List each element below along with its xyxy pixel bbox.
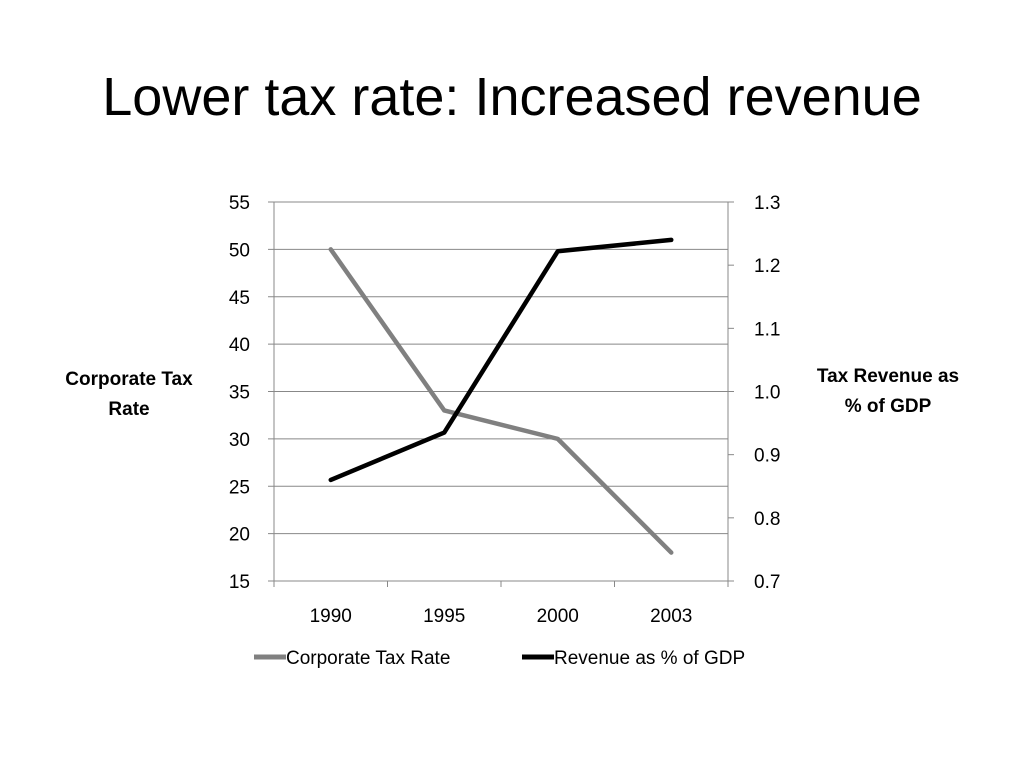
series-line-corporate-tax-rate <box>328 247 674 555</box>
series-line-revenue <box>328 237 674 483</box>
slide-title: Lower tax rate: Increased revenue <box>102 67 922 127</box>
x-tick-label: 2003 <box>650 606 692 627</box>
axes <box>268 201 734 587</box>
y-right-tick-label: 1.2 <box>754 256 780 277</box>
y-left-tick-label: 55 <box>229 193 250 214</box>
y-right-tick-label: 1.3 <box>754 193 780 214</box>
tick-labels: 55 50 45 40 35 30 25 20 15 1.3 1.2 1.1 1.0 0.9 0.8 0.7 1… <box>229 193 781 627</box>
x-tick-label: 1990 <box>310 606 352 627</box>
y-axis-left-title-line-1: Corporate Tax <box>65 369 193 390</box>
y-left-tick-label: 30 <box>229 430 250 451</box>
y-right-tick-label: 0.7 <box>754 572 780 593</box>
y-axis-left-title-line-2: Rate <box>108 399 149 420</box>
gridlines <box>274 201 728 582</box>
legend-label-corporate-tax-rate: Corporate Tax Rate <box>286 648 450 669</box>
x-tick-label: 1995 <box>423 606 465 627</box>
y-left-tick-label: 45 <box>229 288 250 309</box>
y-axis-right-title-line-2: % of GDP <box>845 396 932 417</box>
legend: Corporate Tax Rate Revenue as % of GDP <box>254 648 745 669</box>
y-left-tick-label: 35 <box>229 383 250 404</box>
y-left-tick-label: 25 <box>229 477 250 498</box>
y-left-tick-label: 50 <box>229 240 250 261</box>
y-left-tick-label: 20 <box>229 525 250 546</box>
y-left-tick-label: 15 <box>229 572 250 593</box>
series-lines <box>328 237 674 555</box>
y-axis-right-title-line-1: Tax Revenue as <box>817 366 959 387</box>
x-tick-label: 2000 <box>537 606 579 627</box>
y-right-tick-label: 0.8 <box>754 509 780 530</box>
legend-label-revenue: Revenue as % of GDP <box>554 648 745 669</box>
y-right-tick-label: 1.0 <box>754 383 780 404</box>
y-left-tick-label: 40 <box>229 335 250 356</box>
y-right-tick-label: 0.9 <box>754 446 780 467</box>
y-right-tick-label: 1.1 <box>754 319 780 340</box>
